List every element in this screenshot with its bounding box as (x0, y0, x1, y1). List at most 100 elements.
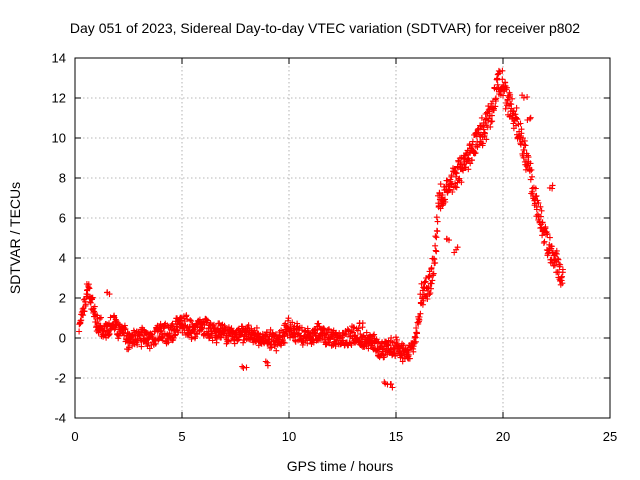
data-point (370, 332, 377, 339)
data-point (551, 262, 558, 269)
data-point (382, 380, 389, 387)
data-point (502, 105, 509, 112)
data-point (521, 141, 528, 148)
data-point (532, 185, 539, 192)
data-point (519, 138, 526, 145)
data-point (78, 311, 85, 318)
data-point (77, 317, 84, 324)
data-point (411, 340, 418, 347)
data-point (453, 184, 460, 191)
data-point (385, 342, 392, 349)
data-point (183, 312, 190, 319)
data-point (104, 327, 111, 334)
data-point (518, 130, 525, 137)
data-point (184, 316, 191, 323)
data-point (411, 333, 418, 340)
data-point (238, 331, 245, 338)
data-point (527, 115, 533, 122)
data-point (104, 289, 110, 296)
data-point (559, 280, 566, 287)
data-point (500, 92, 506, 99)
data-point (325, 326, 332, 333)
data-point (549, 182, 556, 189)
data-point (228, 325, 235, 332)
data-point (487, 123, 494, 130)
data-point (412, 338, 419, 345)
data-point (206, 334, 213, 341)
y-tick-label: 2 (59, 291, 66, 306)
data-point (343, 331, 350, 338)
data-point (424, 296, 431, 302)
data-point (121, 332, 128, 339)
y-tick-label: 12 (52, 91, 66, 106)
data-point (486, 115, 492, 122)
data-point (175, 329, 182, 336)
x-tick-label: 25 (603, 429, 617, 444)
data-point (541, 238, 548, 245)
data-point (272, 331, 279, 338)
data-point (480, 126, 487, 133)
data-point (507, 91, 514, 98)
data-point (442, 199, 449, 205)
data-point (539, 232, 546, 239)
data-point (428, 285, 434, 292)
chart-title: Day 051 of 2023, Sidereal Day-to-day VTE… (70, 20, 580, 36)
data-point (224, 338, 231, 345)
data-point (535, 199, 542, 206)
data-point (410, 348, 417, 355)
data-point (426, 291, 433, 298)
data-point (81, 308, 88, 315)
data-point (285, 315, 292, 322)
data-point (540, 240, 547, 246)
data-point (444, 177, 451, 184)
data-point (240, 365, 247, 371)
data-point (469, 157, 475, 164)
data-point (125, 346, 132, 353)
data-point (460, 167, 467, 174)
data-point (527, 114, 534, 121)
data-point (85, 284, 92, 291)
data-point (434, 218, 441, 225)
data-point (559, 269, 566, 276)
data-point (456, 175, 463, 182)
data-point (94, 312, 101, 319)
data-point (432, 259, 439, 266)
data-point (453, 170, 460, 177)
data-point (521, 147, 528, 153)
data-point (404, 349, 411, 356)
data-point (234, 337, 241, 344)
data-point (414, 330, 420, 337)
data-point (245, 322, 252, 329)
data-point (116, 333, 123, 339)
data-point (289, 319, 296, 326)
data-point (528, 166, 535, 173)
x-tick-label: 10 (282, 429, 296, 444)
x-tick-label: 0 (71, 429, 78, 444)
data-point (428, 280, 435, 287)
data-point (106, 331, 113, 338)
data-point (429, 277, 436, 284)
data-point (158, 334, 165, 341)
data-point (105, 332, 112, 339)
data-point (478, 123, 485, 129)
data-point (465, 166, 472, 173)
y-axis-label: SDTVAR / TECUs (7, 182, 23, 294)
data-point (227, 337, 234, 344)
data-point (421, 279, 428, 286)
x-tick-label: 20 (496, 429, 510, 444)
plot-frame (74, 57, 611, 419)
data-point (513, 104, 520, 111)
data-point (352, 332, 359, 339)
data-point (483, 136, 490, 143)
data-point (209, 337, 216, 344)
data-point (86, 285, 93, 292)
data-point (548, 243, 555, 250)
data-point (416, 316, 423, 323)
data-point (472, 150, 479, 157)
data-point (538, 207, 545, 214)
data-point (509, 95, 516, 102)
data-point (394, 336, 400, 343)
data-point (453, 246, 460, 253)
